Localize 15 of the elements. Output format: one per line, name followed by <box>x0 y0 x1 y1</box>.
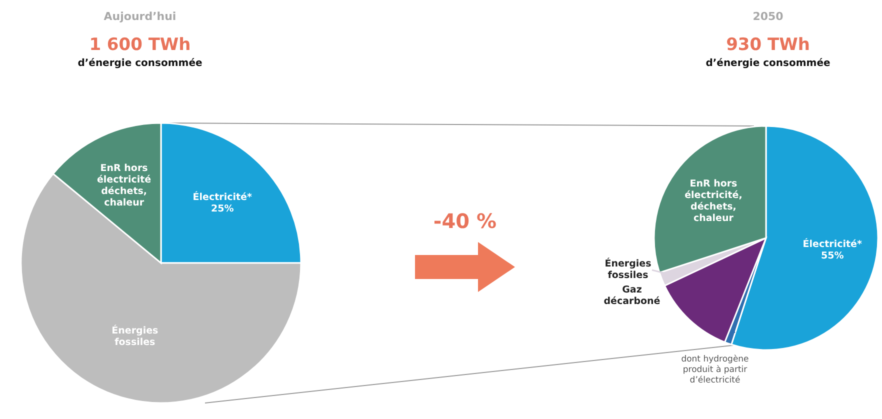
slice-label: Énergies fossiles <box>604 257 652 281</box>
slice-label: dont hydrogène produit à partir d’électricité <box>681 354 749 386</box>
slice-label: Électricité* 55% <box>802 238 862 262</box>
chart-title: 2050 <box>752 10 784 23</box>
slice-label: Gaz décarboné <box>604 284 660 307</box>
text: -40 % <box>433 209 497 233</box>
slice-label: EnR hors électricité déchets, chaleur <box>96 163 152 209</box>
text: d’énergie consommée <box>706 58 830 69</box>
slice-label: Électricité* 25% <box>192 190 252 214</box>
chart-subtitle: 1 600 TWh <box>89 35 191 55</box>
text: d’énergie consommée <box>78 58 202 69</box>
chart-title: Aujourd’hui <box>104 10 176 23</box>
chart-subtitle: 930 TWh <box>726 35 810 55</box>
slice-label: EnR hors électricité, déchets, chaleur <box>684 178 742 224</box>
slice-label: Énergies fossiles <box>112 324 159 348</box>
